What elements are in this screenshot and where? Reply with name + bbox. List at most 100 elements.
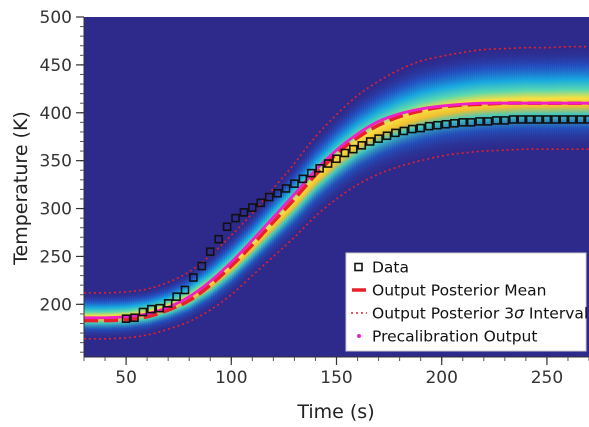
density-strip (347, 104, 350, 192)
density-strip (267, 194, 270, 262)
density-strip (382, 78, 386, 173)
density-strip (584, 46, 588, 150)
density-strip (490, 49, 493, 151)
series-line-output-posterior-mean (84, 101, 589, 323)
data-point (349, 144, 358, 154)
data-point (290, 179, 299, 188)
density-strip (565, 46, 569, 150)
density-strip (422, 60, 426, 160)
legend-item: Precalibration Output (357, 328, 537, 346)
density-strip (374, 83, 378, 176)
data-point (534, 115, 543, 124)
density-strip (92, 292, 96, 339)
density-strip (387, 75, 390, 171)
data-point (407, 124, 417, 134)
x-axis-title: Time (s) (296, 401, 374, 423)
density-strip (157, 285, 161, 332)
legend-label: Data (372, 259, 409, 277)
density-strip (542, 47, 546, 150)
density-strip (149, 287, 152, 335)
density-strip (94, 292, 98, 339)
density-strip (378, 80, 382, 174)
density-strip (532, 47, 535, 150)
data-point (163, 299, 173, 308)
data-point (500, 116, 510, 125)
density-strip (563, 46, 567, 150)
density-strip (84, 292, 87, 339)
density-strip (582, 46, 586, 150)
density-strip (307, 146, 310, 224)
data-point (239, 208, 249, 217)
density-strip (86, 292, 89, 339)
density-strip (252, 212, 256, 275)
density-strip (357, 94, 361, 185)
x-tick-label: 250 (531, 368, 563, 388)
density-strip (380, 79, 384, 173)
data-point (441, 119, 451, 129)
density-strip (477, 50, 481, 152)
density-strip (338, 111, 342, 197)
density-strip (466, 51, 470, 153)
density-strip (479, 49, 483, 152)
density-strip (530, 47, 533, 150)
series-line-output-posterior-3-upper (84, 45, 589, 294)
density-strip (553, 47, 556, 150)
y-tick-label: 450 (40, 56, 72, 76)
density-strip (549, 47, 552, 150)
density-strip (361, 91, 365, 182)
legend-marker-dot (357, 334, 361, 338)
density-strip (469, 51, 472, 153)
density-strip (105, 292, 108, 339)
data-point (214, 234, 223, 244)
data-point (205, 247, 215, 256)
axes: 200 250 300 350 400 450 500 50 100 150 200 250 (40, 8, 589, 388)
density-strip (462, 52, 466, 153)
data-point (382, 131, 392, 141)
data-point (189, 273, 198, 282)
density-strip (365, 89, 369, 180)
data-point (551, 115, 560, 124)
density-strip (109, 292, 112, 339)
density-strip (561, 46, 565, 150)
density-strip (498, 48, 502, 151)
data-point (231, 213, 240, 223)
density-strip (359, 93, 363, 184)
density-strip (136, 290, 140, 337)
density-strip (519, 47, 523, 150)
density-strip (100, 292, 104, 339)
density-strip (227, 238, 230, 298)
density-strip (395, 71, 399, 168)
data-point (517, 115, 526, 124)
density-strip (222, 242, 226, 301)
density-strip (294, 162, 298, 237)
density-strip (159, 284, 163, 332)
density-strip (119, 292, 123, 339)
density-strip (328, 122, 331, 206)
density-strip (384, 77, 388, 172)
x-tick-label: 100 (215, 368, 247, 388)
density-strip (393, 72, 397, 169)
y-tick-label: 400 (40, 104, 72, 124)
density-strip (574, 46, 577, 150)
density-strip (142, 289, 146, 336)
density-strip (96, 292, 100, 339)
density-strip (488, 49, 491, 151)
density-strip (113, 292, 117, 339)
y-tick-label: 300 (40, 200, 72, 220)
data-point (399, 126, 409, 136)
density-strip (546, 47, 550, 150)
data-point (559, 115, 569, 124)
density-strip (296, 159, 300, 235)
density-strip (363, 90, 367, 181)
data-point (281, 184, 291, 193)
data-point (222, 222, 232, 232)
density-strip (370, 86, 373, 178)
density-strip (391, 73, 394, 170)
density-strip (475, 50, 479, 152)
density-strip (586, 46, 589, 150)
density-strip (281, 177, 285, 248)
density-strip (464, 52, 468, 153)
density-strip (334, 115, 338, 200)
legend-label: Output Posterior Mean (372, 282, 546, 300)
